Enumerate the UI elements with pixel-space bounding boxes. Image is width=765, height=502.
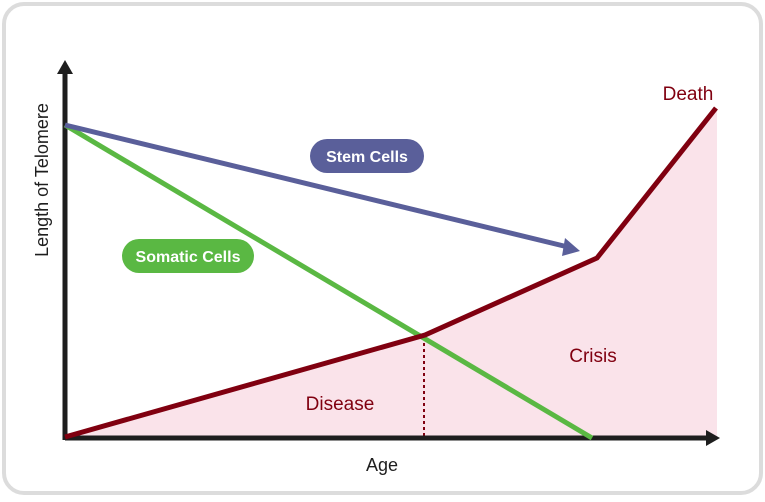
- stem-cells-line: [64, 122, 569, 250]
- somatic-cells-pill: [122, 239, 254, 273]
- somatic-cells-line: [63, 122, 594, 441]
- x-axis-arrow-icon: [706, 430, 720, 446]
- x-axis-label: Age: [366, 455, 398, 475]
- stem-cells-pill: [310, 139, 424, 173]
- aging-line: [64, 106, 718, 440]
- disease-label: Disease: [306, 394, 375, 415]
- death-label: Death: [663, 84, 714, 105]
- y-axis-label: Length of Telomere: [32, 103, 52, 257]
- crisis-label: Crisis: [569, 346, 617, 367]
- somatic-cells-label: Somatic Cells: [136, 249, 241, 266]
- stem-cells-label: Stem Cells: [326, 149, 408, 166]
- y-axis-arrow-icon: [57, 60, 73, 74]
- stem-cells-arrow-icon: [562, 238, 580, 256]
- crisis-region: [65, 110, 717, 438]
